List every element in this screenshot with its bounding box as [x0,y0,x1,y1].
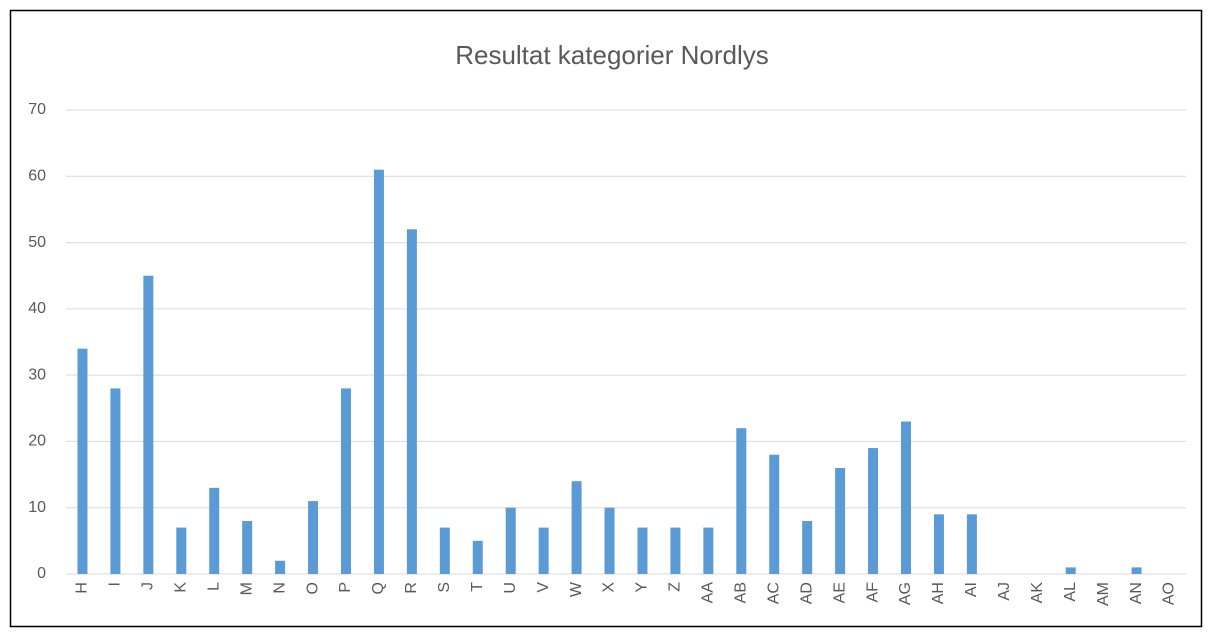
bar [275,560,286,574]
bar [406,229,417,575]
x-tick-label: U [502,582,519,594]
x-tick-label: K [173,582,190,593]
bar [143,275,154,574]
bar [835,467,846,574]
x-tick-label: AA [700,582,717,604]
bar [439,527,450,574]
bar [242,520,253,574]
x-tick-label: R [403,582,420,594]
x-tick-label: Q [370,582,387,594]
bar [703,527,714,574]
x-tick-label: AH [930,582,947,604]
x-tick-label: I [107,582,124,586]
x-tick-label: AN [1128,582,1145,604]
x-tick-label: N [271,582,288,594]
bar [472,540,483,574]
x-tick-label: J [140,582,157,590]
chart-title: Resultat kategorier Nordlys [455,40,769,70]
bar [538,527,549,574]
x-tick-label: AD [798,582,815,604]
bar [1131,567,1142,574]
y-tick-label: 10 [28,499,46,516]
x-tick-label: Y [634,582,651,593]
x-tick-label: O [304,582,321,594]
x-tick-label: AG [897,582,914,605]
x-tick-label: AK [1029,582,1046,604]
bar [308,501,319,574]
x-tick-label: X [601,582,618,593]
bar [176,527,187,574]
bar [901,421,911,574]
y-tick-label: 60 [28,168,46,185]
x-tick-label: AI [963,582,980,597]
bar [505,507,516,574]
x-tick-label: P [337,582,354,593]
bar [769,454,780,574]
bar [802,520,813,574]
x-tick-label: W [568,581,585,597]
bar [571,481,582,574]
y-tick-label: 20 [28,433,46,450]
x-tick-label: AF [864,582,881,603]
x-tick-label: L [205,582,222,591]
bar [868,448,879,574]
x-tick-label: AE [831,582,848,603]
y-tick-label: 70 [28,101,46,118]
x-tick-label: V [535,582,552,593]
x-tick-label: AL [1062,582,1079,602]
y-tick-label: 40 [28,300,46,317]
y-tick-label: 50 [28,234,46,251]
bar [373,169,384,574]
x-tick-label: Z [667,582,684,592]
bar [966,514,977,574]
x-tick-label: AC [765,582,782,604]
bar [1065,567,1076,574]
x-tick-label: M [238,582,255,595]
bar [637,527,648,574]
bar [670,527,681,574]
x-tick-label: AM [1095,582,1112,606]
bar [736,428,747,574]
bar [110,388,121,574]
x-tick-label: AJ [996,582,1013,601]
x-tick-label: AB [733,582,750,603]
y-tick-label: 30 [28,366,46,383]
bar [933,514,944,574]
x-tick-label: H [74,582,91,594]
bar [604,507,615,574]
bar [77,348,88,574]
x-tick-label: AO [1161,582,1178,605]
x-tick-label: T [469,582,486,592]
y-tick-label: 0 [37,565,46,582]
x-tick-label: S [436,582,453,593]
bar [209,487,220,574]
bar [341,388,351,574]
